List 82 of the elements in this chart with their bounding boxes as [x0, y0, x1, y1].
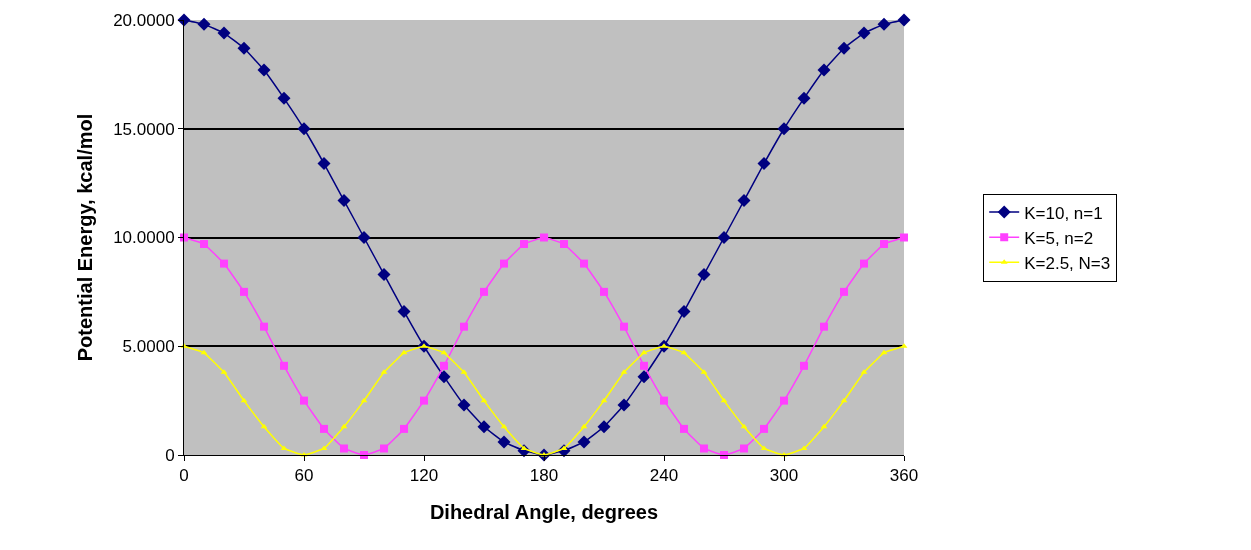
point [300, 396, 308, 405]
point [620, 322, 628, 331]
point [880, 240, 888, 249]
point [577, 435, 591, 449]
point [777, 122, 791, 136]
point [320, 424, 328, 433]
point [260, 322, 268, 331]
point [477, 420, 491, 434]
point [840, 287, 848, 296]
point [857, 26, 871, 40]
point [617, 398, 631, 412]
point [200, 240, 208, 249]
x-tick-label: 300 [769, 466, 799, 486]
legend-label: K=2.5, N=3 [1024, 253, 1111, 273]
point [340, 444, 348, 453]
x-tick-label: 360 [889, 466, 919, 486]
point [257, 63, 271, 77]
point [897, 13, 911, 27]
point [640, 361, 648, 370]
point [337, 194, 351, 208]
point [757, 157, 771, 171]
point [500, 259, 508, 268]
legend-label: K=10, n=1 [1024, 203, 1103, 223]
point [437, 370, 451, 384]
point [737, 194, 751, 208]
x-tick-label: 0 [179, 466, 189, 486]
point [497, 435, 511, 449]
point [600, 287, 608, 296]
y-tick-label: 0 [165, 445, 175, 465]
point [677, 304, 691, 318]
point [860, 259, 868, 268]
point [817, 63, 831, 77]
point [780, 396, 788, 405]
point [800, 361, 808, 370]
point [820, 322, 828, 331]
point [400, 424, 408, 433]
point [280, 361, 288, 370]
point [460, 322, 468, 331]
point [760, 424, 768, 433]
point [700, 444, 708, 453]
point [697, 267, 711, 281]
point [580, 259, 588, 268]
point [480, 287, 488, 296]
point [197, 17, 211, 31]
point [220, 259, 228, 268]
point [380, 444, 388, 453]
point [277, 91, 291, 105]
point [357, 231, 371, 244]
point [660, 396, 668, 405]
point [520, 240, 528, 249]
point [560, 240, 568, 249]
x-axis-title: Dihedral Angle, degrees [429, 500, 659, 523]
point [740, 444, 748, 453]
x-tick-label: 120 [409, 466, 439, 486]
point [637, 370, 651, 384]
point [240, 287, 248, 296]
point [877, 17, 891, 31]
point [217, 26, 231, 40]
y-tick-label: 20.0000 [113, 10, 175, 30]
x-tick-label: 60 [294, 466, 314, 486]
point [420, 396, 428, 405]
point [837, 41, 851, 55]
point [900, 233, 908, 242]
x-tick-label: 240 [649, 466, 679, 486]
y-tick-label: 5.0000 [122, 337, 175, 357]
point [440, 361, 448, 370]
point [297, 122, 311, 136]
point [540, 233, 548, 242]
point [397, 304, 411, 318]
point [457, 398, 471, 412]
point [317, 157, 331, 171]
y-axis-title: Potential Energy, kcal/mol [73, 113, 96, 362]
point [237, 41, 251, 55]
point [377, 267, 391, 281]
y-tick-label: 10.0000 [113, 228, 175, 248]
legend-label: K=5, n=2 [1024, 228, 1094, 248]
point [717, 231, 731, 244]
x-tick-label: 180 [529, 466, 559, 486]
point [597, 420, 611, 434]
point [680, 424, 688, 433]
point [797, 91, 811, 105]
y-tick-label: 15.0000 [113, 119, 175, 139]
